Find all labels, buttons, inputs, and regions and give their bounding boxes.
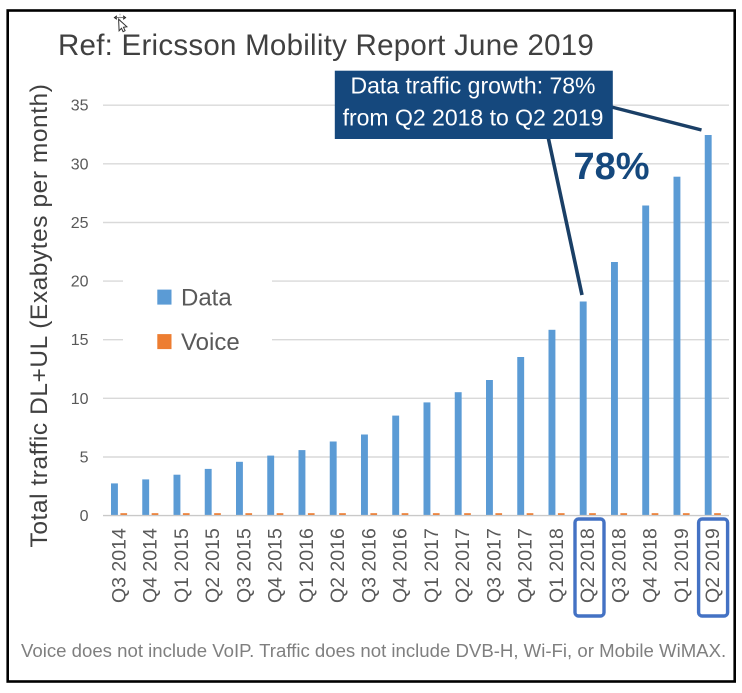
svg-text:20: 20: [71, 274, 89, 291]
svg-text:Q1 2018: Q1 2018: [546, 528, 568, 603]
svg-text:78%: 78%: [573, 146, 649, 188]
svg-text:30: 30: [71, 156, 89, 173]
svg-text:from Q2 2018 to Q2 2019: from Q2 2018 to Q2 2019: [343, 105, 604, 131]
svg-text:Q4 2016: Q4 2016: [390, 528, 412, 603]
svg-text:Q4 2014: Q4 2014: [140, 528, 162, 603]
svg-text:Q3 2016: Q3 2016: [358, 528, 380, 603]
svg-text:25: 25: [71, 215, 89, 232]
svg-text:Voice does not include VoIP. T: Voice does not include VoIP. Traffic doe…: [21, 640, 726, 661]
svg-text:Q1 2016: Q1 2016: [296, 528, 318, 603]
svg-text:Q4 2015: Q4 2015: [265, 528, 287, 603]
svg-text:Q2 2015: Q2 2015: [202, 528, 224, 603]
svg-text:Q1 2015: Q1 2015: [171, 528, 193, 603]
svg-text:Q3 2015: Q3 2015: [233, 528, 255, 603]
svg-text:Q1 2017: Q1 2017: [421, 528, 443, 603]
svg-text:0: 0: [80, 508, 89, 525]
svg-text:Q4 2018: Q4 2018: [640, 528, 662, 603]
svg-text:Data: Data: [181, 285, 232, 312]
svg-text:Data traffic growth: 78%: Data traffic growth: 78%: [350, 73, 595, 99]
svg-text:Q2 2018: Q2 2018: [577, 528, 599, 603]
svg-text:Q4 2017: Q4 2017: [515, 528, 537, 603]
svg-text:Q3 2014: Q3 2014: [108, 528, 130, 603]
svg-text:15: 15: [71, 332, 89, 349]
svg-text:10: 10: [71, 391, 89, 408]
svg-text:Ref: Ericsson Mobility Report: Ref: Ericsson Mobility Report June 2019: [58, 29, 594, 62]
svg-text:Q2 2016: Q2 2016: [327, 528, 349, 603]
svg-text:Q2 2019: Q2 2019: [702, 528, 724, 603]
svg-text:Q3 2018: Q3 2018: [608, 528, 630, 603]
svg-text:35: 35: [71, 98, 89, 115]
svg-text:5: 5: [80, 450, 89, 467]
svg-text:Total traffic DL+UL (Exabytes: Total traffic DL+UL (Exabytes per month): [26, 84, 53, 548]
svg-text:Q3 2017: Q3 2017: [483, 528, 505, 603]
svg-text:Voice: Voice: [181, 329, 240, 356]
svg-text:Q1 2019: Q1 2019: [671, 528, 693, 603]
svg-text:Q2 2017: Q2 2017: [452, 528, 474, 603]
